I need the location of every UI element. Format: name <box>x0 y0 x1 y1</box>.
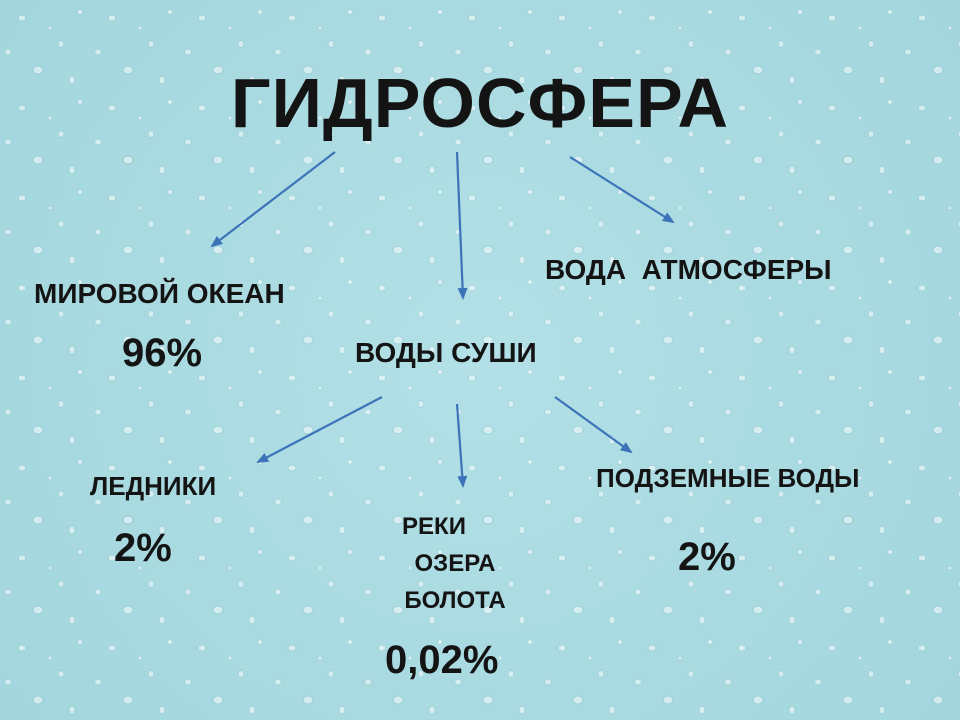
surface-waters-rivers: РЕКИ <box>402 513 466 540</box>
glaciers-percent: 2% <box>114 526 172 570</box>
surface-waters-lakes: ОЗЕРА <box>414 550 496 577</box>
world-ocean-percent: 96% <box>122 331 203 375</box>
arrow-to-glaciers <box>256 396 383 463</box>
world-ocean-label: МИРОВОЙ ОКЕАН <box>34 278 285 309</box>
surface-waters-list: РЕКИ ОЗЕРА БОЛОТА <box>360 508 550 619</box>
arrow-to-groundwater <box>554 396 633 454</box>
diagram-title: ГИДРОСФЕРА <box>230 64 730 142</box>
surface-waters-swamps: БОЛОТА <box>404 587 506 614</box>
land-waters-label: ВОДЫ СУШИ <box>355 337 537 368</box>
groundwater-label: ПОДЗЕМНЫЕ ВОДЫ <box>596 463 860 493</box>
glaciers-label: ЛЕДНИКИ <box>90 471 217 501</box>
groundwater-percent: 2% <box>678 535 736 579</box>
arrow-to-surface-waters <box>455 403 468 488</box>
atmosphere-label: ВОДА АТМОСФЕРЫ <box>545 254 832 285</box>
arrow-to-world-ocean <box>210 151 336 248</box>
arrow-to-land-waters <box>455 151 468 300</box>
surface-waters-percent: 0,02% <box>385 638 499 682</box>
arrow-to-atmosphere <box>569 156 675 224</box>
